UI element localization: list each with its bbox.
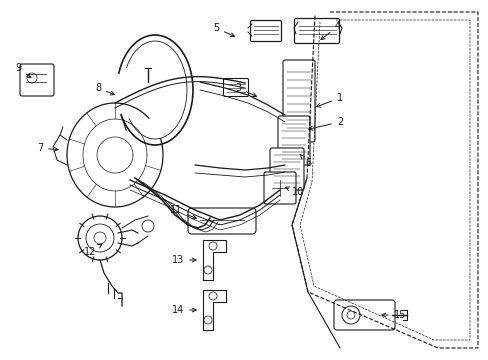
Text: 10: 10 [285,187,304,197]
FancyBboxPatch shape [223,78,248,96]
FancyBboxPatch shape [294,18,339,44]
Text: 7: 7 [37,143,58,153]
FancyBboxPatch shape [264,172,295,204]
Text: 8: 8 [95,83,114,95]
Text: 14: 14 [171,305,196,315]
Text: 13: 13 [171,255,196,265]
FancyBboxPatch shape [283,60,314,142]
Text: 4: 4 [320,21,340,40]
Text: 11: 11 [169,205,196,219]
Text: 3: 3 [234,83,256,96]
Text: 5: 5 [212,23,234,37]
Text: 1: 1 [316,93,343,107]
FancyBboxPatch shape [269,148,304,190]
FancyBboxPatch shape [187,208,256,234]
Text: 15: 15 [381,310,406,320]
Text: 6: 6 [300,154,310,168]
FancyBboxPatch shape [20,64,54,96]
FancyBboxPatch shape [278,116,309,165]
Text: 9: 9 [15,63,31,78]
FancyBboxPatch shape [250,21,281,41]
Text: 2: 2 [308,117,343,130]
Text: 12: 12 [83,244,102,257]
FancyBboxPatch shape [333,300,394,330]
